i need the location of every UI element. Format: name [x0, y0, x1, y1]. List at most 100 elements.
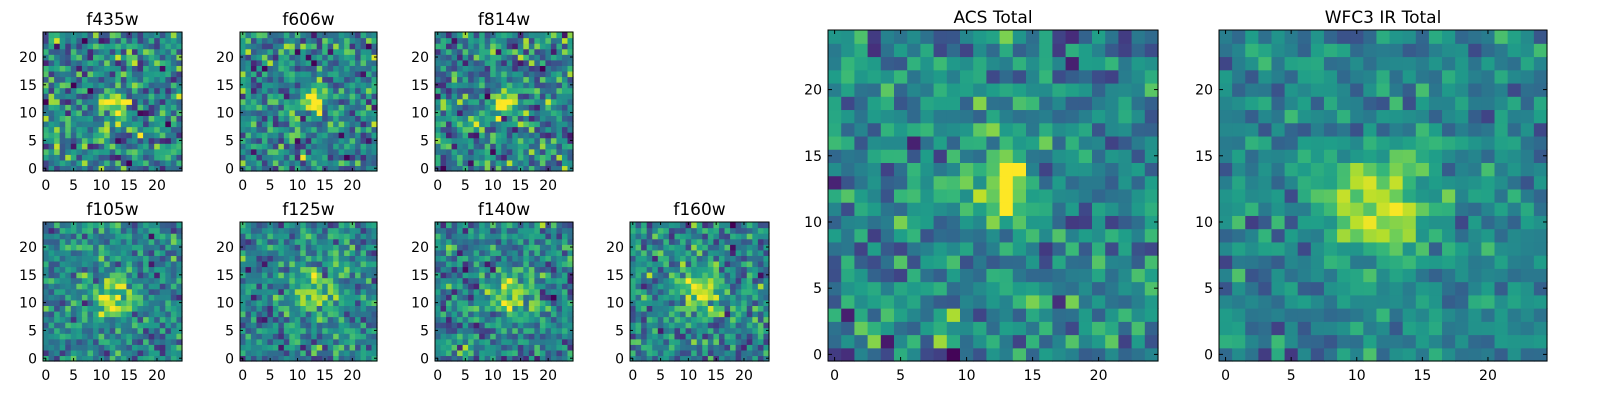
heatmap-cell [115, 227, 122, 234]
heatmap-cell [999, 268, 1014, 283]
heatmap-cell [1092, 334, 1106, 349]
heatmap-cell [131, 327, 139, 334]
heatmap-cell [523, 344, 530, 351]
heatmap-cell [641, 294, 648, 301]
heatmap-cell [256, 333, 263, 340]
heatmap-cell [539, 43, 546, 50]
heatmap-cell [261, 143, 268, 150]
heatmap-cell [473, 333, 480, 340]
heatmap-cell [685, 344, 692, 351]
heatmap-cell [159, 165, 166, 172]
heatmap-cell [451, 82, 458, 89]
heatmap-cell [528, 349, 535, 357]
heatmap-cell [344, 37, 351, 44]
heatmap-cell [327, 126, 334, 133]
heatmap-cell [539, 115, 546, 122]
heatmap-cell [294, 305, 301, 312]
heatmap-cell [104, 344, 111, 351]
heatmap-cell [741, 349, 748, 357]
heatmap-cell [556, 165, 563, 172]
heatmap-cell [495, 233, 502, 240]
heatmap-cell [484, 37, 491, 44]
heatmap-cell [440, 82, 447, 89]
axes-frame [434, 31, 574, 172]
heatmap-cell [999, 321, 1014, 336]
heatmap-cell [131, 316, 139, 323]
heatmap-cell [43, 277, 50, 284]
heatmap-cell [880, 175, 895, 190]
heatmap-cell [545, 65, 552, 72]
heatmap-cell [1144, 308, 1159, 322]
heatmap-cell [159, 126, 166, 133]
heatmap-cell [490, 316, 497, 323]
heatmap-cell [371, 159, 378, 167]
heatmap-cell [462, 65, 469, 72]
heatmap-cell [457, 159, 464, 167]
heatmap-cell [451, 76, 458, 83]
heatmap-cell [59, 316, 66, 323]
heatmap-cell [1078, 281, 1093, 296]
heatmap-cell [250, 76, 258, 83]
heatmap-cell [473, 76, 480, 83]
heatmap-cell [473, 294, 480, 301]
heatmap-cell [371, 238, 378, 245]
heatmap-cell [137, 137, 144, 144]
heatmap-cell [349, 272, 356, 279]
heatmap-cell [468, 310, 475, 318]
heatmap-cell [76, 238, 83, 245]
heatmap-cell [245, 159, 252, 167]
heatmap-cell [479, 159, 486, 167]
heatmap-cell [457, 104, 464, 111]
heatmap-cell [159, 132, 166, 139]
heatmap-cell [435, 260, 442, 268]
heatmap-cell [534, 165, 541, 172]
heatmap-cell [283, 299, 290, 306]
heatmap-cell [630, 222, 637, 229]
heatmap-cell [867, 188, 882, 203]
heatmap-cell [506, 227, 513, 234]
heatmap-cell [126, 148, 133, 155]
heatmap-cell [630, 238, 637, 245]
heatmap-cell [272, 165, 279, 172]
heatmap-cell [143, 299, 150, 306]
heatmap-cell [462, 59, 469, 66]
heatmap-cell [154, 344, 161, 351]
heatmap-cell [746, 238, 753, 245]
heatmap-cell [435, 126, 442, 133]
heatmap-cell [534, 344, 541, 351]
heatmap-cell [120, 260, 127, 268]
heatmap-cell [267, 54, 274, 61]
heatmap-cell [517, 143, 524, 150]
heatmap-cell [490, 154, 497, 161]
heatmap-cell [713, 283, 720, 290]
heatmap-cell [159, 260, 166, 268]
heatmap-cell [250, 294, 258, 301]
heatmap-cell [512, 98, 519, 105]
heatmap-cell [165, 355, 172, 362]
heatmap-cell [506, 165, 513, 172]
heatmap-cell [154, 32, 161, 39]
heatmap-cell [512, 59, 519, 66]
heatmap-cell [561, 338, 569, 345]
heatmap-cell [457, 32, 464, 39]
heatmap-cell [93, 277, 100, 284]
heatmap-cell [305, 233, 312, 240]
heatmap-cell [143, 305, 150, 312]
heatmap-cell [539, 227, 546, 234]
heatmap-cell [267, 43, 274, 50]
heatmap-cell [54, 294, 61, 301]
heatmap-cell [468, 165, 475, 172]
heatmap-cell [137, 333, 144, 340]
heatmap-cell [506, 249, 513, 256]
heatmap-cell [300, 87, 307, 94]
heatmap-cell [70, 260, 77, 268]
heatmap-cell [473, 266, 480, 273]
heatmap-cell [126, 272, 133, 279]
y-tick-label: 5 [28, 133, 37, 149]
heatmap-cell [1052, 202, 1067, 216]
heatmap-cell [59, 272, 66, 279]
heatmap-cell [355, 255, 362, 262]
heatmap-cell [109, 299, 116, 306]
heatmap-cell [87, 137, 94, 144]
heatmap-cell [366, 132, 373, 139]
